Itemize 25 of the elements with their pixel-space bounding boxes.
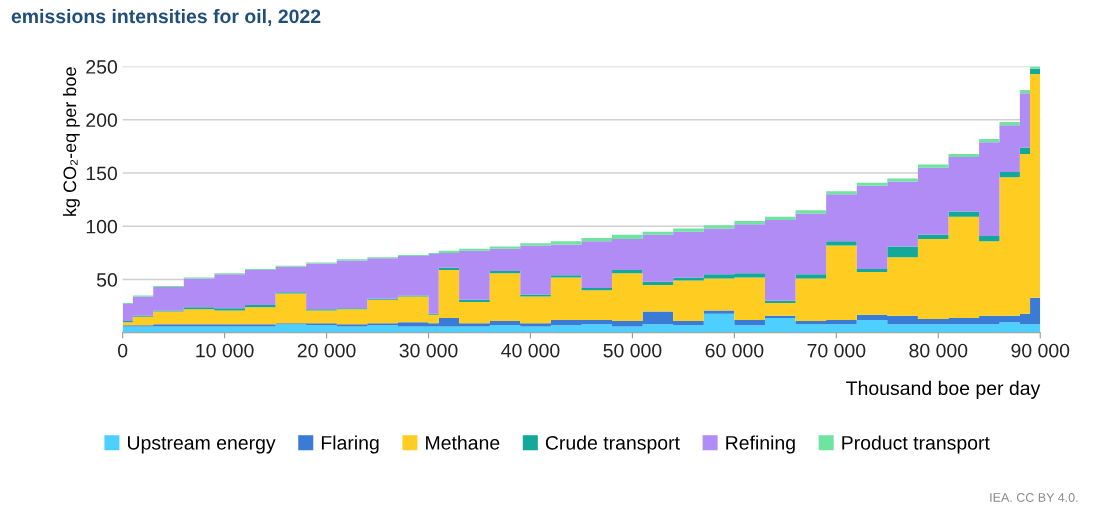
x-tick-label: 90 000 xyxy=(1011,343,1070,358)
legend-label: Methane xyxy=(426,435,500,450)
y-tick-label: 250 xyxy=(86,60,118,74)
legend-label: Product transport xyxy=(842,435,990,454)
y-axis-title: kg CO₂-eq per boe xyxy=(62,67,80,216)
y-tick-label: 100 xyxy=(86,219,118,234)
y-tick-label: 200 xyxy=(86,113,118,128)
legend-label: Crude transport xyxy=(545,435,680,454)
y-tick-label: 150 xyxy=(86,166,118,181)
x-tick-label: 50 000 xyxy=(603,343,662,358)
x-tick-label: 30 000 xyxy=(399,343,458,358)
x-tick-label: 20 000 xyxy=(297,343,356,358)
x-tick-label: 60 000 xyxy=(705,343,764,358)
y-tick-label: 50 xyxy=(96,273,118,287)
x-tick-label: 10 000 xyxy=(196,343,254,358)
legend-label: Flaring xyxy=(321,435,379,454)
legend-label: Upstream energy xyxy=(128,436,276,454)
x-tick-label: 0 xyxy=(117,343,128,358)
x-axis-title: Thousand boe per day xyxy=(846,380,1041,399)
x-tick-label: 80 000 xyxy=(909,343,968,358)
chart-title: emissions intensities for oil, 2022 xyxy=(11,8,321,27)
legend-label: Refining xyxy=(726,435,795,454)
x-tick-label: 70 000 xyxy=(807,343,866,358)
x-tick-label: 40 000 xyxy=(501,343,560,358)
text: IEA. CC BY 4.0. xyxy=(990,493,1078,502)
